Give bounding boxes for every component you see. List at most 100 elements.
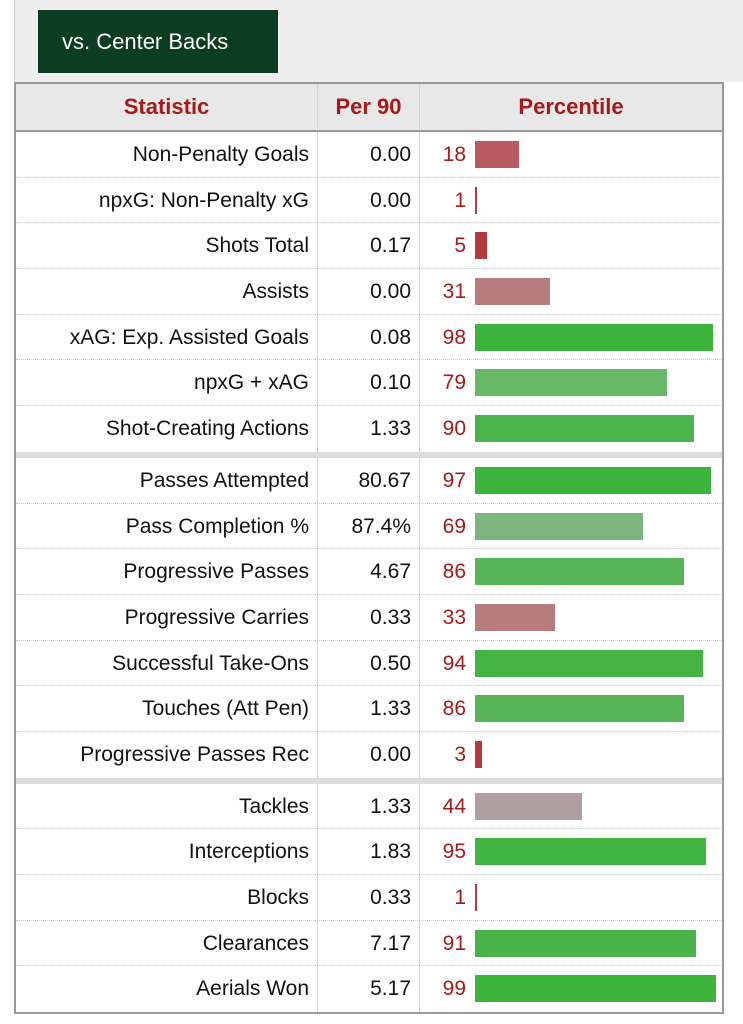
stat-name: Non-Penalty Goals [16, 132, 318, 177]
table-row: Shots Total 0.17 5 [16, 223, 722, 270]
table-body: Non-Penalty Goals 0.00 18 npxG: Non-Penalty… [16, 132, 722, 1013]
table-row: Touches (Att Pen) 1.33 86 [16, 686, 722, 732]
table-row: Tackles 1.33 44 [16, 783, 722, 830]
percentile-bar [475, 186, 477, 214]
percentile-number: 1 [454, 886, 466, 909]
stat-name: Passes Attempted [16, 457, 318, 503]
percentile-bar [475, 232, 487, 260]
stat-name: Blocks [16, 875, 318, 920]
percentile-bar [475, 792, 582, 820]
percentile-bar [475, 466, 711, 494]
percentile-bar [475, 141, 519, 168]
table-row: Blocks 0.33 1 [16, 875, 722, 921]
stat-name: Shot-Creating Actions [16, 406, 318, 452]
percentile-cell: 90 [420, 406, 722, 452]
percentile-cell: 97 [420, 458, 722, 503]
table-row: Clearances 7.17 91 [16, 920, 722, 967]
per90-value: 0.17 [318, 223, 420, 269]
percentile-number: 31 [442, 280, 466, 304]
per90-value: 1.33 [318, 783, 420, 829]
percentile-bar [475, 929, 696, 957]
group-separator [16, 451, 722, 458]
tab-strip: vs. Center Backs [14, 0, 743, 82]
stat-name: xAG: Exp. Assisted Goals [16, 314, 318, 360]
table-row: xAG: Exp. Assisted Goals 0.08 98 [16, 314, 722, 361]
percentile-number: 98 [442, 325, 466, 349]
percentile-number: 90 [442, 417, 466, 441]
percentile-cell: 79 [420, 360, 722, 405]
stat-name: Aerials Won [16, 966, 318, 1013]
per90-value: 0.00 [318, 177, 420, 223]
stat-name: Progressive Carries [16, 594, 318, 640]
percentile-bar [475, 695, 684, 723]
percentile-bar [475, 975, 716, 1003]
percentile-cell: 31 [420, 269, 722, 314]
per90-value: 87.4% [318, 503, 420, 549]
header-percentile[interactable]: Percentile [518, 94, 624, 119]
percentile-number: 86 [442, 560, 466, 584]
percentile-number: 3 [454, 742, 466, 766]
table-row: Shot-Creating Actions 1.33 90 [16, 406, 722, 452]
stat-name: Touches (Att Pen) [16, 686, 318, 731]
per90-value: 1.33 [318, 406, 420, 452]
percentile-bar [475, 603, 555, 631]
stat-name: Assists [16, 269, 318, 314]
percentile-bar [475, 323, 713, 351]
stat-name: Shots Total [16, 223, 318, 269]
percentile-bar [475, 884, 477, 911]
table-row: Progressive Carries 0.33 33 [16, 594, 722, 641]
percentile-number: 1 [454, 188, 466, 212]
table-row: Progressive Passes Rec 0.00 3 [16, 731, 722, 778]
table-row: Pass Completion % 87.4% 69 [16, 503, 722, 550]
per90-value: 1.33 [318, 686, 420, 731]
tab-vs-center-backs[interactable]: vs. Center Backs [38, 10, 278, 73]
stat-name: Clearances [16, 920, 318, 966]
percentile-number: 33 [442, 605, 466, 629]
percentile-cell: 5 [420, 223, 722, 268]
stat-name: Interceptions [16, 829, 318, 874]
per90-value: 0.00 [318, 731, 420, 778]
percentile-number: 94 [442, 651, 466, 675]
stat-name: npxG: Non-Penalty xG [16, 177, 318, 223]
percentile-cell: 91 [420, 921, 722, 966]
percentile-number: 5 [454, 234, 466, 258]
percentile-number: 18 [442, 143, 466, 166]
stat-name: npxG + xAG [16, 360, 318, 406]
per90-value: 0.50 [318, 640, 420, 686]
per90-value: 0.00 [318, 269, 420, 314]
percentile-bar [475, 740, 482, 768]
per90-value: 7.17 [318, 920, 420, 966]
percentile-number: 44 [442, 794, 466, 818]
table-row: npxG: Non-Penalty xG 0.00 1 [16, 177, 722, 224]
percentile-number: 91 [442, 931, 466, 955]
stat-name: Progressive Passes [16, 549, 318, 594]
percentile-bar [475, 278, 550, 306]
percentile-table: Statistic Per 90 Percentile Non-Penalty … [14, 82, 724, 1015]
percentile-bar [475, 838, 706, 866]
percentile-bar [475, 415, 694, 443]
per90-value: 5.17 [318, 966, 420, 1013]
table-row: Aerials Won 5.17 99 [16, 966, 722, 1013]
per90-value: 0.33 [318, 875, 420, 920]
percentile-bar [475, 512, 643, 540]
stat-name: Progressive Passes Rec [16, 731, 318, 778]
percentile-bar [475, 558, 684, 586]
header-statistic[interactable]: Statistic [16, 84, 318, 130]
percentile-cell: 33 [420, 595, 722, 640]
percentile-number: 69 [442, 514, 466, 538]
percentile-cell: 86 [420, 686, 722, 731]
group-separator [16, 777, 722, 784]
percentile-cell: 69 [420, 504, 722, 549]
percentile-number: 79 [442, 371, 466, 395]
percentile-cell: 18 [420, 132, 722, 177]
percentile-cell: 94 [420, 641, 722, 686]
percentile-bar [475, 369, 667, 397]
percentile-cell: 98 [420, 315, 722, 360]
percentile-cell: 99 [420, 966, 722, 1012]
percentile-number: 97 [442, 468, 466, 492]
stat-name: Tackles [16, 783, 318, 829]
header-per90[interactable]: Per 90 [318, 84, 420, 130]
table-row: Passes Attempted 80.67 97 [16, 457, 722, 504]
per90-value: 0.08 [318, 314, 420, 360]
table-header: Statistic Per 90 Percentile [16, 84, 722, 132]
